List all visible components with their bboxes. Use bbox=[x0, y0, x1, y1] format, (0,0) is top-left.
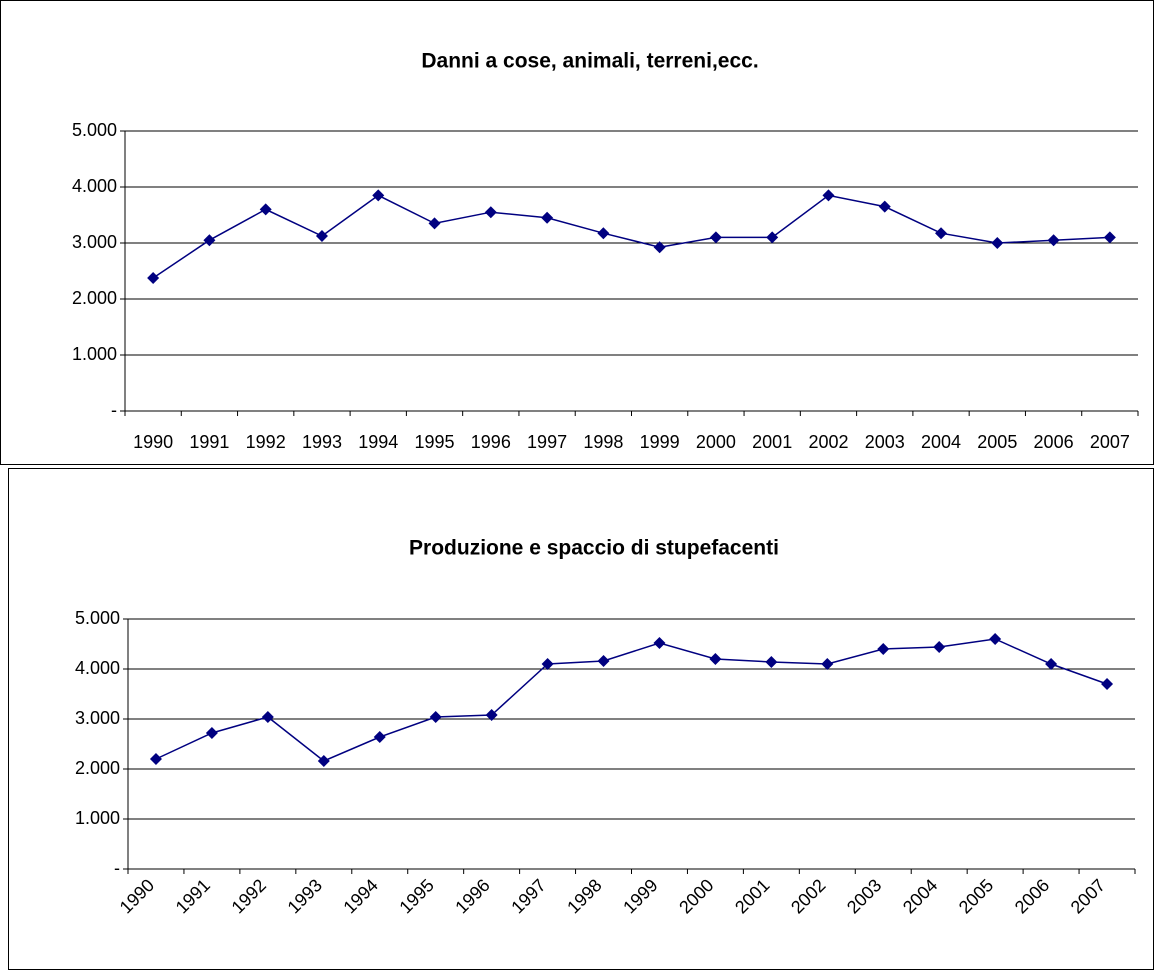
y-tick-label: - bbox=[114, 858, 120, 878]
marker bbox=[317, 755, 330, 767]
marker bbox=[428, 217, 441, 230]
marker bbox=[485, 709, 498, 721]
x-tick-label: 2007 bbox=[1090, 432, 1130, 452]
line bbox=[155, 638, 1108, 762]
x-tick-label: 2000 bbox=[696, 432, 736, 452]
x-tick-label: 1990 bbox=[133, 432, 173, 452]
x-tick-label: 1993 bbox=[302, 432, 342, 452]
marker bbox=[147, 272, 160, 284]
y-tick-label: 4.000 bbox=[72, 176, 117, 196]
x-tick-label: 1994 bbox=[358, 432, 398, 452]
marker bbox=[1045, 658, 1058, 670]
x-tick-label: 2001 bbox=[752, 432, 792, 452]
y-tick-label: - bbox=[111, 400, 117, 420]
marker bbox=[821, 658, 834, 670]
marker bbox=[261, 711, 274, 723]
x-tick-label: 1999 bbox=[640, 432, 680, 452]
y-tick-label: 5.000 bbox=[72, 120, 117, 140]
marker bbox=[259, 203, 272, 216]
x-tick-label: 1998 bbox=[583, 432, 623, 452]
marker bbox=[933, 641, 946, 653]
marker bbox=[372, 189, 385, 202]
marker bbox=[1047, 234, 1060, 247]
marker bbox=[989, 633, 1002, 645]
y-tick-label: 3.000 bbox=[72, 232, 117, 252]
line bbox=[152, 194, 1110, 279]
y-tick-label: 3.000 bbox=[75, 708, 120, 728]
marker bbox=[484, 206, 497, 219]
chart-title: Produzione e spaccio di stupefacenti bbox=[409, 537, 779, 560]
x-tick-label: 1995 bbox=[415, 432, 455, 452]
marker bbox=[1103, 231, 1116, 244]
marker bbox=[766, 231, 779, 244]
marker bbox=[597, 227, 610, 240]
marker bbox=[877, 643, 890, 655]
y-tick-label: 1.000 bbox=[75, 808, 120, 828]
marker bbox=[597, 655, 610, 667]
x-tick-label: 1996 bbox=[471, 432, 511, 452]
x-tick-label: 2003 bbox=[865, 432, 905, 452]
marker bbox=[373, 731, 386, 743]
x-tick-label: 2006 bbox=[1034, 432, 1074, 452]
marker bbox=[653, 241, 666, 254]
marker bbox=[541, 658, 554, 670]
marker bbox=[822, 189, 835, 202]
marker bbox=[765, 656, 778, 668]
marker bbox=[653, 637, 666, 649]
x-tick-label: 1992 bbox=[246, 432, 286, 452]
marker bbox=[149, 753, 162, 765]
x-tick-label: 2004 bbox=[921, 432, 961, 452]
x-tick-label: 1997 bbox=[527, 432, 567, 452]
marker bbox=[205, 727, 218, 739]
marker bbox=[1101, 678, 1114, 690]
marker bbox=[315, 230, 328, 242]
marker bbox=[203, 234, 216, 247]
marker bbox=[541, 211, 554, 224]
y-tick-label: 2.000 bbox=[72, 288, 117, 308]
x-tick-label: 1991 bbox=[189, 432, 229, 452]
y-tick-label: 1.000 bbox=[72, 344, 117, 364]
y-tick-label: 2.000 bbox=[75, 758, 120, 778]
marker bbox=[878, 200, 891, 213]
chart-frame bbox=[0, 0, 1154, 465]
marker bbox=[429, 711, 442, 723]
marker bbox=[709, 653, 722, 665]
x-tick-label: 2005 bbox=[977, 432, 1017, 452]
chart-title: Danni a cose, animali, terreni,ecc. bbox=[421, 50, 758, 73]
marker bbox=[709, 231, 722, 244]
x-tick-label: 2002 bbox=[808, 432, 848, 452]
marker bbox=[935, 227, 948, 240]
y-tick-label: 5.000 bbox=[75, 608, 120, 628]
marker bbox=[991, 237, 1004, 249]
y-tick-label: 4.000 bbox=[75, 658, 120, 678]
